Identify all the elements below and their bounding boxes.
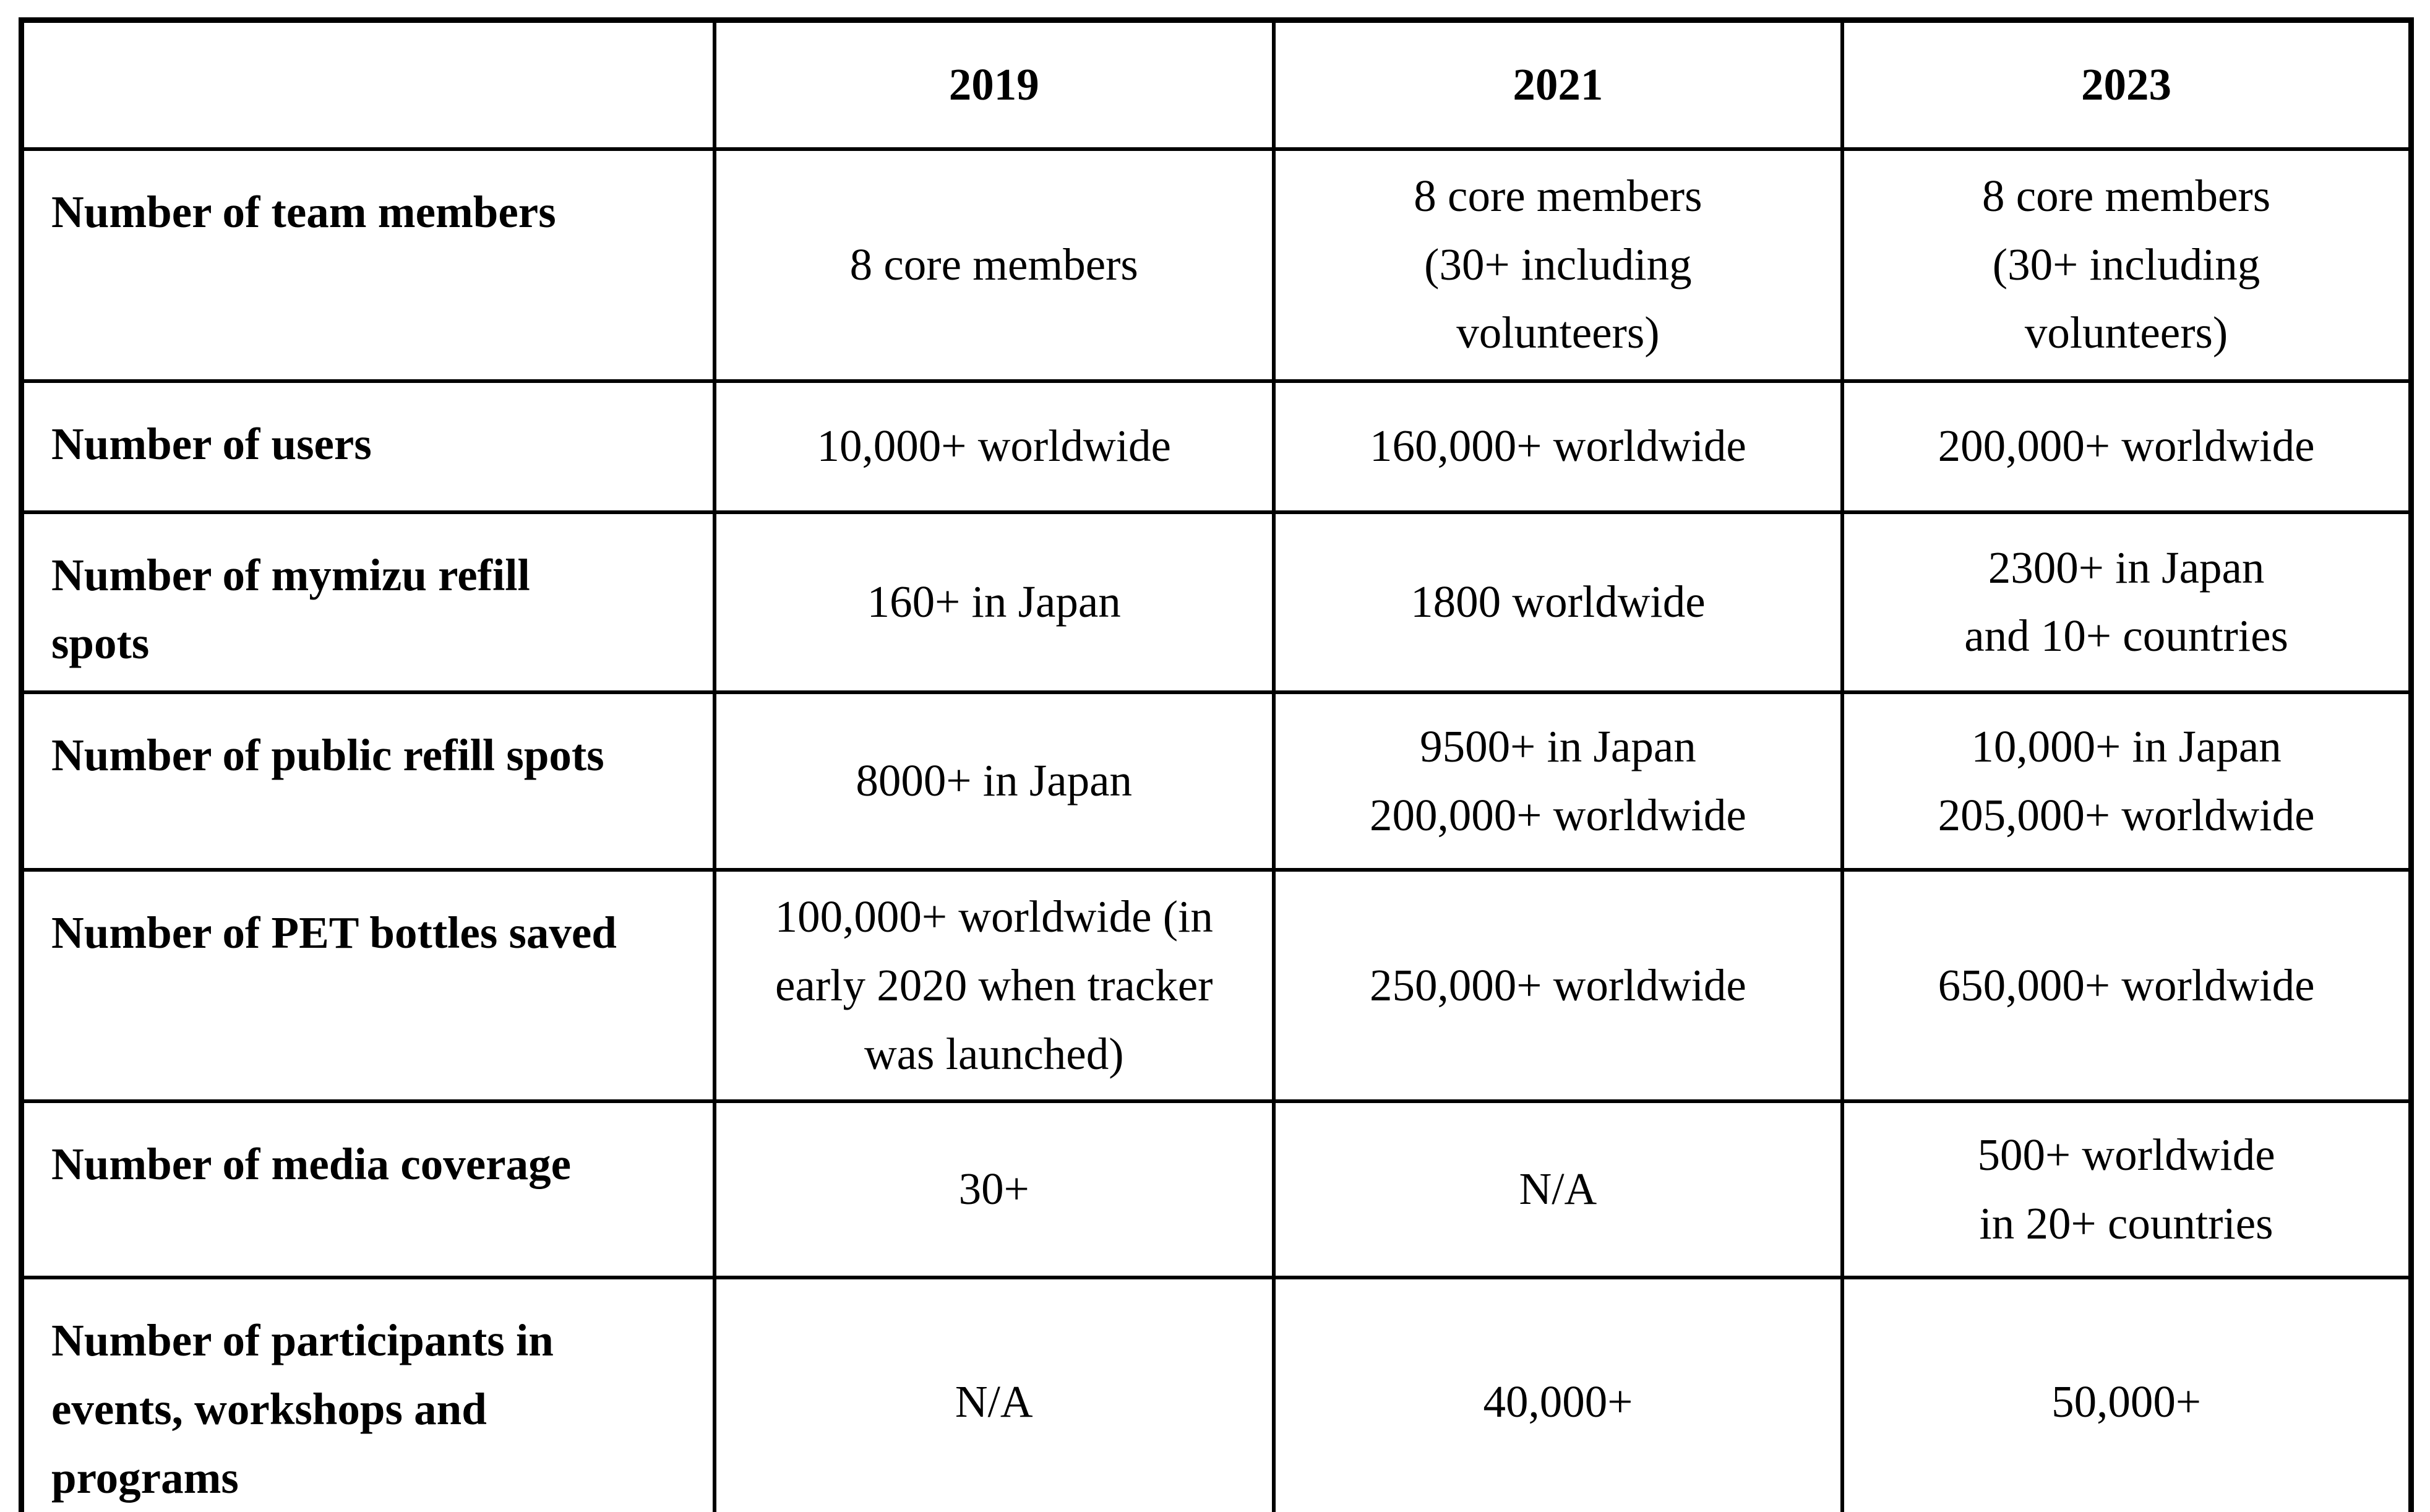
value-2023: 50,000+ — [1840, 1276, 2413, 1512]
value-2019: 30+ — [712, 1099, 1276, 1280]
value-2019: 8000+ in Japan — [712, 690, 1276, 872]
value-2021: 250,000+ worldwide — [1271, 868, 1845, 1104]
value-2023: 8 core members (30+ including volunteers… — [1840, 147, 2413, 383]
row-label: Number of team members — [19, 147, 716, 383]
corner-cell — [19, 18, 716, 151]
column-header-2023: 2023 — [1840, 18, 2413, 151]
value-2023: 10,000+ in Japan 205,000+ worldwide — [1840, 690, 2413, 872]
stats-table: 2019 2021 2023 Number of team members 8 … — [19, 17, 2414, 1512]
row-label: Number of users — [19, 379, 716, 514]
table-header: 2019 2021 2023 — [19, 18, 2413, 151]
table-row: Number of mymizu refill spots 160+ in Ja… — [19, 510, 2413, 695]
value-2021: 8 core members (30+ including volunteers… — [1271, 147, 1845, 383]
value-2021: N/A — [1271, 1099, 1845, 1280]
value-2023: 200,000+ worldwide — [1840, 379, 2413, 514]
value-2021: 40,000+ — [1271, 1276, 1845, 1512]
table-row: Number of public refill spots 8000+ in J… — [19, 690, 2413, 872]
table-row: Number of participants in events, worksh… — [19, 1276, 2413, 1512]
row-label: Number of mymizu refill spots — [19, 510, 716, 695]
value-2021: 1800 worldwide — [1271, 510, 1845, 695]
value-2019: 10,000+ worldwide — [712, 379, 1276, 514]
value-2023: 500+ worldwide in 20+ countries — [1840, 1099, 2413, 1280]
value-2023: 650,000+ worldwide — [1840, 868, 2413, 1104]
table-row: Number of team members 8 core members 8 … — [19, 147, 2413, 383]
table-row: Number of users 10,000+ worldwide 160,00… — [19, 379, 2413, 514]
column-header-2019: 2019 — [712, 18, 1276, 151]
value-2021: 9500+ in Japan 200,000+ worldwide — [1271, 690, 1845, 872]
column-header-2021: 2021 — [1271, 18, 1845, 151]
table-row: Number of media coverage 30+ N/A 500+ wo… — [19, 1099, 2413, 1280]
value-2019: 100,000+ worldwide (in early 2020 when t… — [712, 868, 1276, 1104]
value-2019: N/A — [712, 1276, 1276, 1512]
value-2019: 8 core members — [712, 147, 1276, 383]
row-label: Number of public refill spots — [19, 690, 716, 872]
row-label: Number of media coverage — [19, 1099, 716, 1280]
row-label: Number of participants in events, worksh… — [19, 1276, 716, 1512]
table-body: Number of team members 8 core members 8 … — [19, 147, 2413, 1512]
value-2023: 2300+ in Japan and 10+ countries — [1840, 510, 2413, 695]
table-row: Number of PET bottles saved 100,000+ wor… — [19, 868, 2413, 1104]
row-label: Number of PET bottles saved — [19, 868, 716, 1104]
value-2019: 160+ in Japan — [712, 510, 1276, 695]
value-2021: 160,000+ worldwide — [1271, 379, 1845, 514]
header-row: 2019 2021 2023 — [19, 18, 2413, 151]
